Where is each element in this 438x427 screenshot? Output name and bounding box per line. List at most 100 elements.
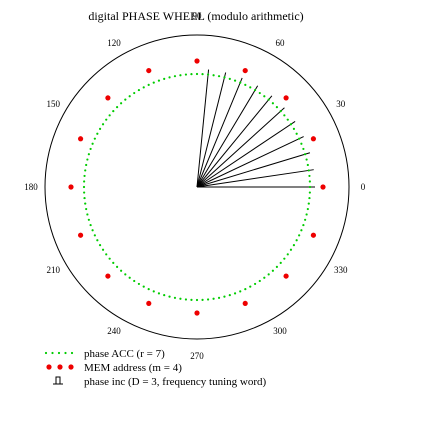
phase-acc-dot [253,282,257,286]
phase-acc-dot [86,213,89,216]
phase-acc-dot [283,257,286,260]
phase-inc-ray [196,169,314,188]
phase-acc-dot [279,110,282,113]
phase-acc-dot [84,202,87,205]
phase-acc-dot [137,282,141,286]
phase-acc-dot [306,163,309,167]
phase-acc-dot [179,297,182,300]
phase-acc-dot [163,77,166,80]
phase-acc-dot [120,269,123,272]
angle-tick-label: 60 [276,38,286,48]
mem-address-dot [77,232,84,238]
phase-acc-dot [212,74,215,77]
phase-acc-dot [87,218,90,221]
phase-acc-dot [133,279,136,283]
phase-acc-dot [300,142,303,145]
phase-acc-dot [112,261,115,264]
phase-acc-dot [298,137,301,140]
phase-inc-ray [196,95,273,188]
phase-acc-dot [263,276,266,279]
phase-acc-dot [85,163,88,167]
phase-acc-dot [98,243,102,247]
phase-acc-dot [308,185,312,189]
phase-acc-dot [83,196,86,200]
phase-acc-dot [275,105,279,109]
angle-tick-label: 30 [336,99,346,109]
phase-acc-dot [298,234,301,237]
phase-acc-dot [233,79,237,82]
phase-acc-dot [195,72,199,76]
phase-acc-dot [85,207,88,211]
phase-acc-dot [96,239,99,242]
phase-acc-dot [133,91,136,95]
phase-inc-ray [196,136,304,188]
phase-acc-dot [286,253,289,256]
phase-acc-dot [223,295,226,298]
phase-acc-dot [93,234,96,237]
mem-address-dot [68,184,74,190]
phase-acc-dot [249,86,252,89]
angle-tick-label: 210 [46,265,60,275]
phase-acc-dot [233,292,237,295]
mem-address-dot [242,300,248,307]
phase-acc-dot [115,265,119,269]
phase-acc-dot [289,248,293,251]
phase-acc-dot [308,191,311,194]
phase-acc-dot [239,81,242,84]
phase-acc-dot [157,292,161,295]
phase-acc-dot [302,147,305,151]
phase-acc-dot [275,265,279,269]
phase-acc-dot [206,298,210,301]
phase-acc-dot [307,202,310,205]
angle-tick-label: 240 [107,326,121,336]
phase-acc-dot [101,123,105,126]
phase-acc-dot [292,243,296,247]
phase-acc-dot [86,158,89,161]
angle-tick-label: 90 [193,11,203,21]
phase-acc-dot [82,185,86,189]
phase-acc-dot [306,207,309,211]
phase-acc-dot [302,223,305,227]
phase-acc-dot [137,88,141,92]
mem-address-dot [283,273,289,279]
phase-acc-dot [147,288,150,291]
phase-acc-dot [87,153,90,156]
phase-inc-ray [196,69,210,188]
legend-acc-swatch [64,351,67,355]
phase-acc-dot [239,290,242,293]
mem-address-dot [105,273,111,279]
mem-address-dot [194,58,200,64]
phase-acc-dot [98,127,102,131]
angle-tick-label: 0 [361,182,366,192]
phase-acc-dot [89,223,92,227]
mem-address-dot [105,95,111,101]
phase-acc-dot [173,75,177,78]
phase-acc-dot [286,118,289,121]
phase-acc-dot [206,73,210,76]
phase-acc-dot [142,86,145,89]
phase-acc-dot [267,273,270,276]
phase-inc-ray [196,85,259,188]
phase-acc-dot [258,91,261,95]
phase-acc-dot [201,73,204,76]
phase-acc-dot [244,288,247,291]
phase-acc-dot [152,81,155,84]
phase-acc-dot [244,83,247,86]
phase-acc-dot [295,132,298,135]
phase-acc-dot [217,296,221,299]
mem-address-dot [146,67,152,74]
mem-address-dot [310,232,317,238]
phase-acc-dot [304,153,307,156]
phase-acc-dot [124,98,127,101]
phase-acc-dot [105,253,108,256]
phase-acc-dot [124,273,127,276]
phase-acc-dot [147,83,150,86]
angle-tick-label: 330 [334,265,348,275]
phase-inc-ray [196,72,227,188]
phase-acc-dot [128,276,131,279]
phase-acc-dot [179,74,182,77]
legend-mem-swatch [46,364,52,370]
phase-acc-dot [84,169,87,172]
phase-acc-dot [83,191,86,194]
